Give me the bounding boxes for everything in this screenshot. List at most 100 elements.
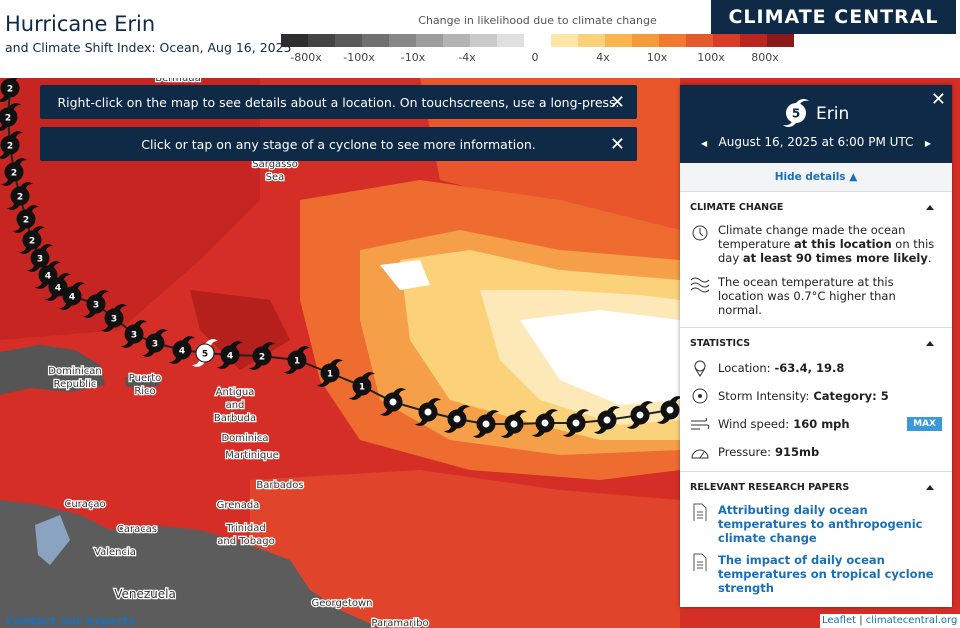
track-point[interactable]: 3 [27,244,53,272]
stat-row: Storm Intensity: Category: 5 [690,387,942,405]
wave-icon [690,277,710,293]
stat-value: -63.4, 19.8 [774,361,845,375]
next-button[interactable]: ▶ [924,139,932,148]
track-point[interactable] [657,396,683,424]
legend-swatch [551,34,578,47]
cyclone-body [287,350,307,370]
track-point[interactable]: 3 [121,320,147,348]
cyclone-symbol [0,74,23,102]
legend-label: -10x [400,51,426,64]
stage-label: 4 [55,284,61,294]
track-point[interactable]: 2 [1,158,27,186]
attribution-link[interactable]: Leaflet [822,615,857,626]
logo[interactable]: CLIMATE CENTRAL [711,0,956,34]
close-button[interactable]: ✕ [930,89,946,110]
track-point[interactable]: 2 [0,131,23,159]
statistics-section: STATISTICS Location: -63.4, 19.8 Storm Int… [680,327,952,461]
contact-text[interactable]: Contact our experts [6,614,136,628]
track-point[interactable] [444,405,470,433]
track-point[interactable]: 4 [59,282,85,310]
legend-swatch [632,34,659,47]
toggle-text[interactable]: Hide details [774,171,846,183]
legend-swatch [389,34,416,47]
contact-link[interactable]: Contact our experts [6,614,135,628]
map-label: Venezuela [114,587,176,601]
track-point[interactable] [415,398,441,426]
track-point[interactable]: 3 [142,329,168,357]
t: at this location [793,237,892,251]
track-point[interactable] [563,409,589,437]
track-point[interactable]: 3 [101,304,127,332]
legend-swatch [740,34,767,47]
stage-label: 2 [7,142,13,152]
stage-label: 3 [152,340,158,350]
map-label: Valencia [94,547,136,558]
stage-label: 2 [5,114,11,124]
map-label: Republic [54,379,97,390]
attribution-link[interactable]: climatecentral.org [865,615,958,626]
storm-dot [510,420,518,428]
legend-swatch [470,34,497,47]
legend-swatch [713,34,740,47]
stage-label: 3 [37,255,43,265]
track-point[interactable]: 4 [45,273,71,301]
toggle-details[interactable]: Hide details ▲ [680,163,952,191]
cyclone-body [124,324,144,344]
track-point[interactable]: 5 [192,339,218,367]
cyclone-body [16,209,36,229]
track-point[interactable]: 3 [83,290,109,318]
track-point[interactable]: 2 [19,226,45,254]
stage-label: 4 [179,347,185,357]
stat-label: Wind speed: [718,417,790,431]
storm-dot [482,420,490,428]
section-heading[interactable]: STATISTICS [690,338,942,349]
close-button[interactable]: ✕ [609,92,625,113]
badge: MAX [907,417,942,431]
map-label: Sargasso [252,159,297,170]
legend-swatch [335,34,362,47]
track-point[interactable]: 2 [13,205,39,233]
stage-label: 1 [327,370,333,380]
close-button[interactable]: ✕ [609,134,625,155]
track-point[interactable]: 1 [284,346,310,374]
map-label: Trinidad [225,523,265,534]
paper-link[interactable]: The impact of daily ocean temperatures o… [718,553,934,595]
legend-label: -4x [458,51,476,64]
cyclone-body [104,308,124,328]
track-point[interactable] [594,406,620,434]
stat-value: Category: 5 [813,389,889,403]
stat-label: Location: [718,361,771,375]
map-label: Curaçao [64,499,105,510]
track-point[interactable] [473,410,499,438]
map-label: Barbuda [214,413,256,424]
map-label: and Tobago [217,536,274,547]
track-point[interactable]: 2 [7,182,33,210]
cyclone-body [4,162,24,182]
track-point[interactable]: 2 [0,74,23,102]
storm-dot [666,406,674,414]
track-point[interactable] [501,410,527,438]
track-point[interactable]: 1 [317,359,343,387]
stat-row: Location: -63.4, 19.8 [690,359,942,377]
attribution: Leaflet | climatecentral.org [822,615,958,626]
notice-text: Click or tap on any stage of a cyclone t… [141,136,536,152]
map-label: Dominica [221,433,268,444]
track-point[interactable]: 2 [249,342,275,370]
storm-panel: 5 Erin ◀ August 16, 2025 at 6:00 PM UTC … [680,85,952,607]
track-point[interactable]: 1 [349,372,375,400]
climate-text: Climate change made the ocean temperatur… [718,223,942,265]
header: Hurricane Erin and Climate Shift Index: … [0,0,960,78]
track-point[interactable]: 4 [217,341,243,369]
section-heading[interactable]: RELEVANT RESEARCH PAPERS [690,482,942,493]
track-point[interactable]: 4 [169,336,195,364]
legend-swatch [659,34,686,47]
track-point[interactable] [380,388,406,416]
section-heading[interactable]: CLIMATE CHANGE [690,202,942,213]
prev-button[interactable]: ◀ [700,139,708,148]
legend-scale [281,34,794,47]
track-point[interactable] [532,409,558,437]
track-point[interactable] [627,401,653,429]
paper-link[interactable]: Attributing daily ocean temperatures to … [718,503,923,545]
track-point[interactable]: 2 [0,103,21,131]
cyclone-body [62,286,82,306]
